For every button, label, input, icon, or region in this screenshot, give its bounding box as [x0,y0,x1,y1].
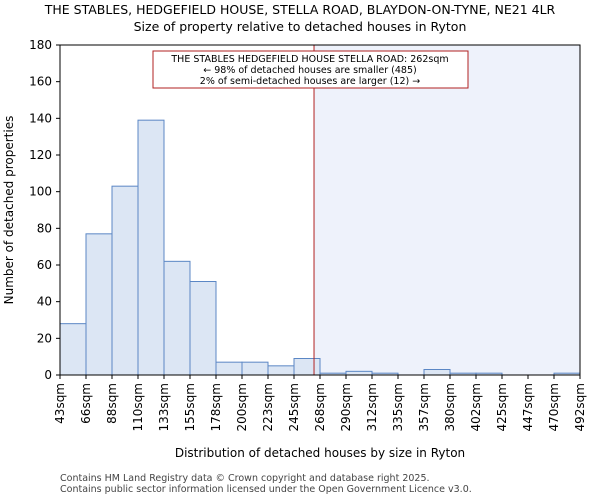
footer-licence: Contains public sector information licen… [60,484,472,495]
bar-357sqm [423,369,451,376]
larger-than-subject-region [314,45,580,375]
chart-title: THE STABLES, HEDGEFIELD HOUSE, STELLA RO… [44,2,556,17]
annotation-box: THE STABLES HEDGEFIELD HOUSE STELLA ROAD… [152,50,469,89]
x-tick-label: 245sqm [287,383,301,431]
x-tick-label: 200sqm [235,383,249,431]
x-tick-label: 223sqm [261,383,275,431]
bar-223sqm [267,365,295,376]
y-tick-label: 120 [29,148,52,162]
bar-290sqm [345,370,373,376]
y-tick-label: 20 [37,331,52,345]
y-tick-label: 180 [29,38,52,52]
annotation-line-1: THE STABLES HEDGEFIELD HOUSE STELLA ROAD… [170,54,448,65]
x-tick-label: 133sqm [157,383,171,431]
x-tick-label: 335sqm [391,383,405,431]
bar-200sqm [241,361,269,376]
bar-133sqm [163,260,191,376]
x-tick-label: 155sqm [183,383,197,431]
x-tick-label: 88sqm [105,383,119,424]
x-tick-label: 402sqm [469,383,483,431]
x-tick-label: 425sqm [495,383,509,431]
x-axis-label: Distribution of detached houses by size … [175,446,465,460]
bar-245sqm [293,358,321,376]
x-tick-label: 268sqm [313,383,327,431]
x-tick-label: 357sqm [417,383,431,431]
bar-88sqm [111,185,139,376]
annotation-line-2: ← 98% of detached houses are smaller (48… [203,65,416,76]
bar-110sqm [137,119,165,376]
x-tick-label: 380sqm [443,383,457,431]
x-tick-label: 66sqm [79,383,93,424]
annotation-frame [152,50,469,89]
y-tick-label: 0 [44,368,52,382]
y-tick-label: 140 [29,111,52,125]
chart-subtitle: Size of property relative to detached ho… [133,19,467,34]
y-tick-label: 160 [29,75,52,89]
bar-43sqm [59,323,87,376]
bar-155sqm [189,281,217,376]
x-tick-label: 110sqm [131,383,145,431]
x-tick-label: 312sqm [365,383,379,431]
y-tick-label: 60 [37,258,52,272]
x-tick-label: 290sqm [339,383,353,431]
x-tick-label: 492sqm [573,383,587,431]
y-tick-label: 100 [29,185,52,199]
y-tick-label: 40 [37,295,52,309]
x-tick-label: 178sqm [209,383,223,431]
histogram-chart: 0 20 40 60 80 100 120 140 160 180 43sqm 66sqm 88sqm… [2,38,587,460]
bar-66sqm [85,233,113,376]
annotation-line-3: 2% of semi-detached houses are larger (1… [200,76,420,87]
bar-178sqm [215,361,243,376]
footer-copyright: Contains HM Land Registry data © Crown c… [60,473,430,484]
y-tick-label: 80 [37,221,52,235]
x-tick-label: 470sqm [547,383,561,431]
x-tick-label: 43sqm [53,383,67,424]
y-axis-label: Number of detached properties [2,116,16,305]
x-tick-label: 447sqm [521,383,535,431]
